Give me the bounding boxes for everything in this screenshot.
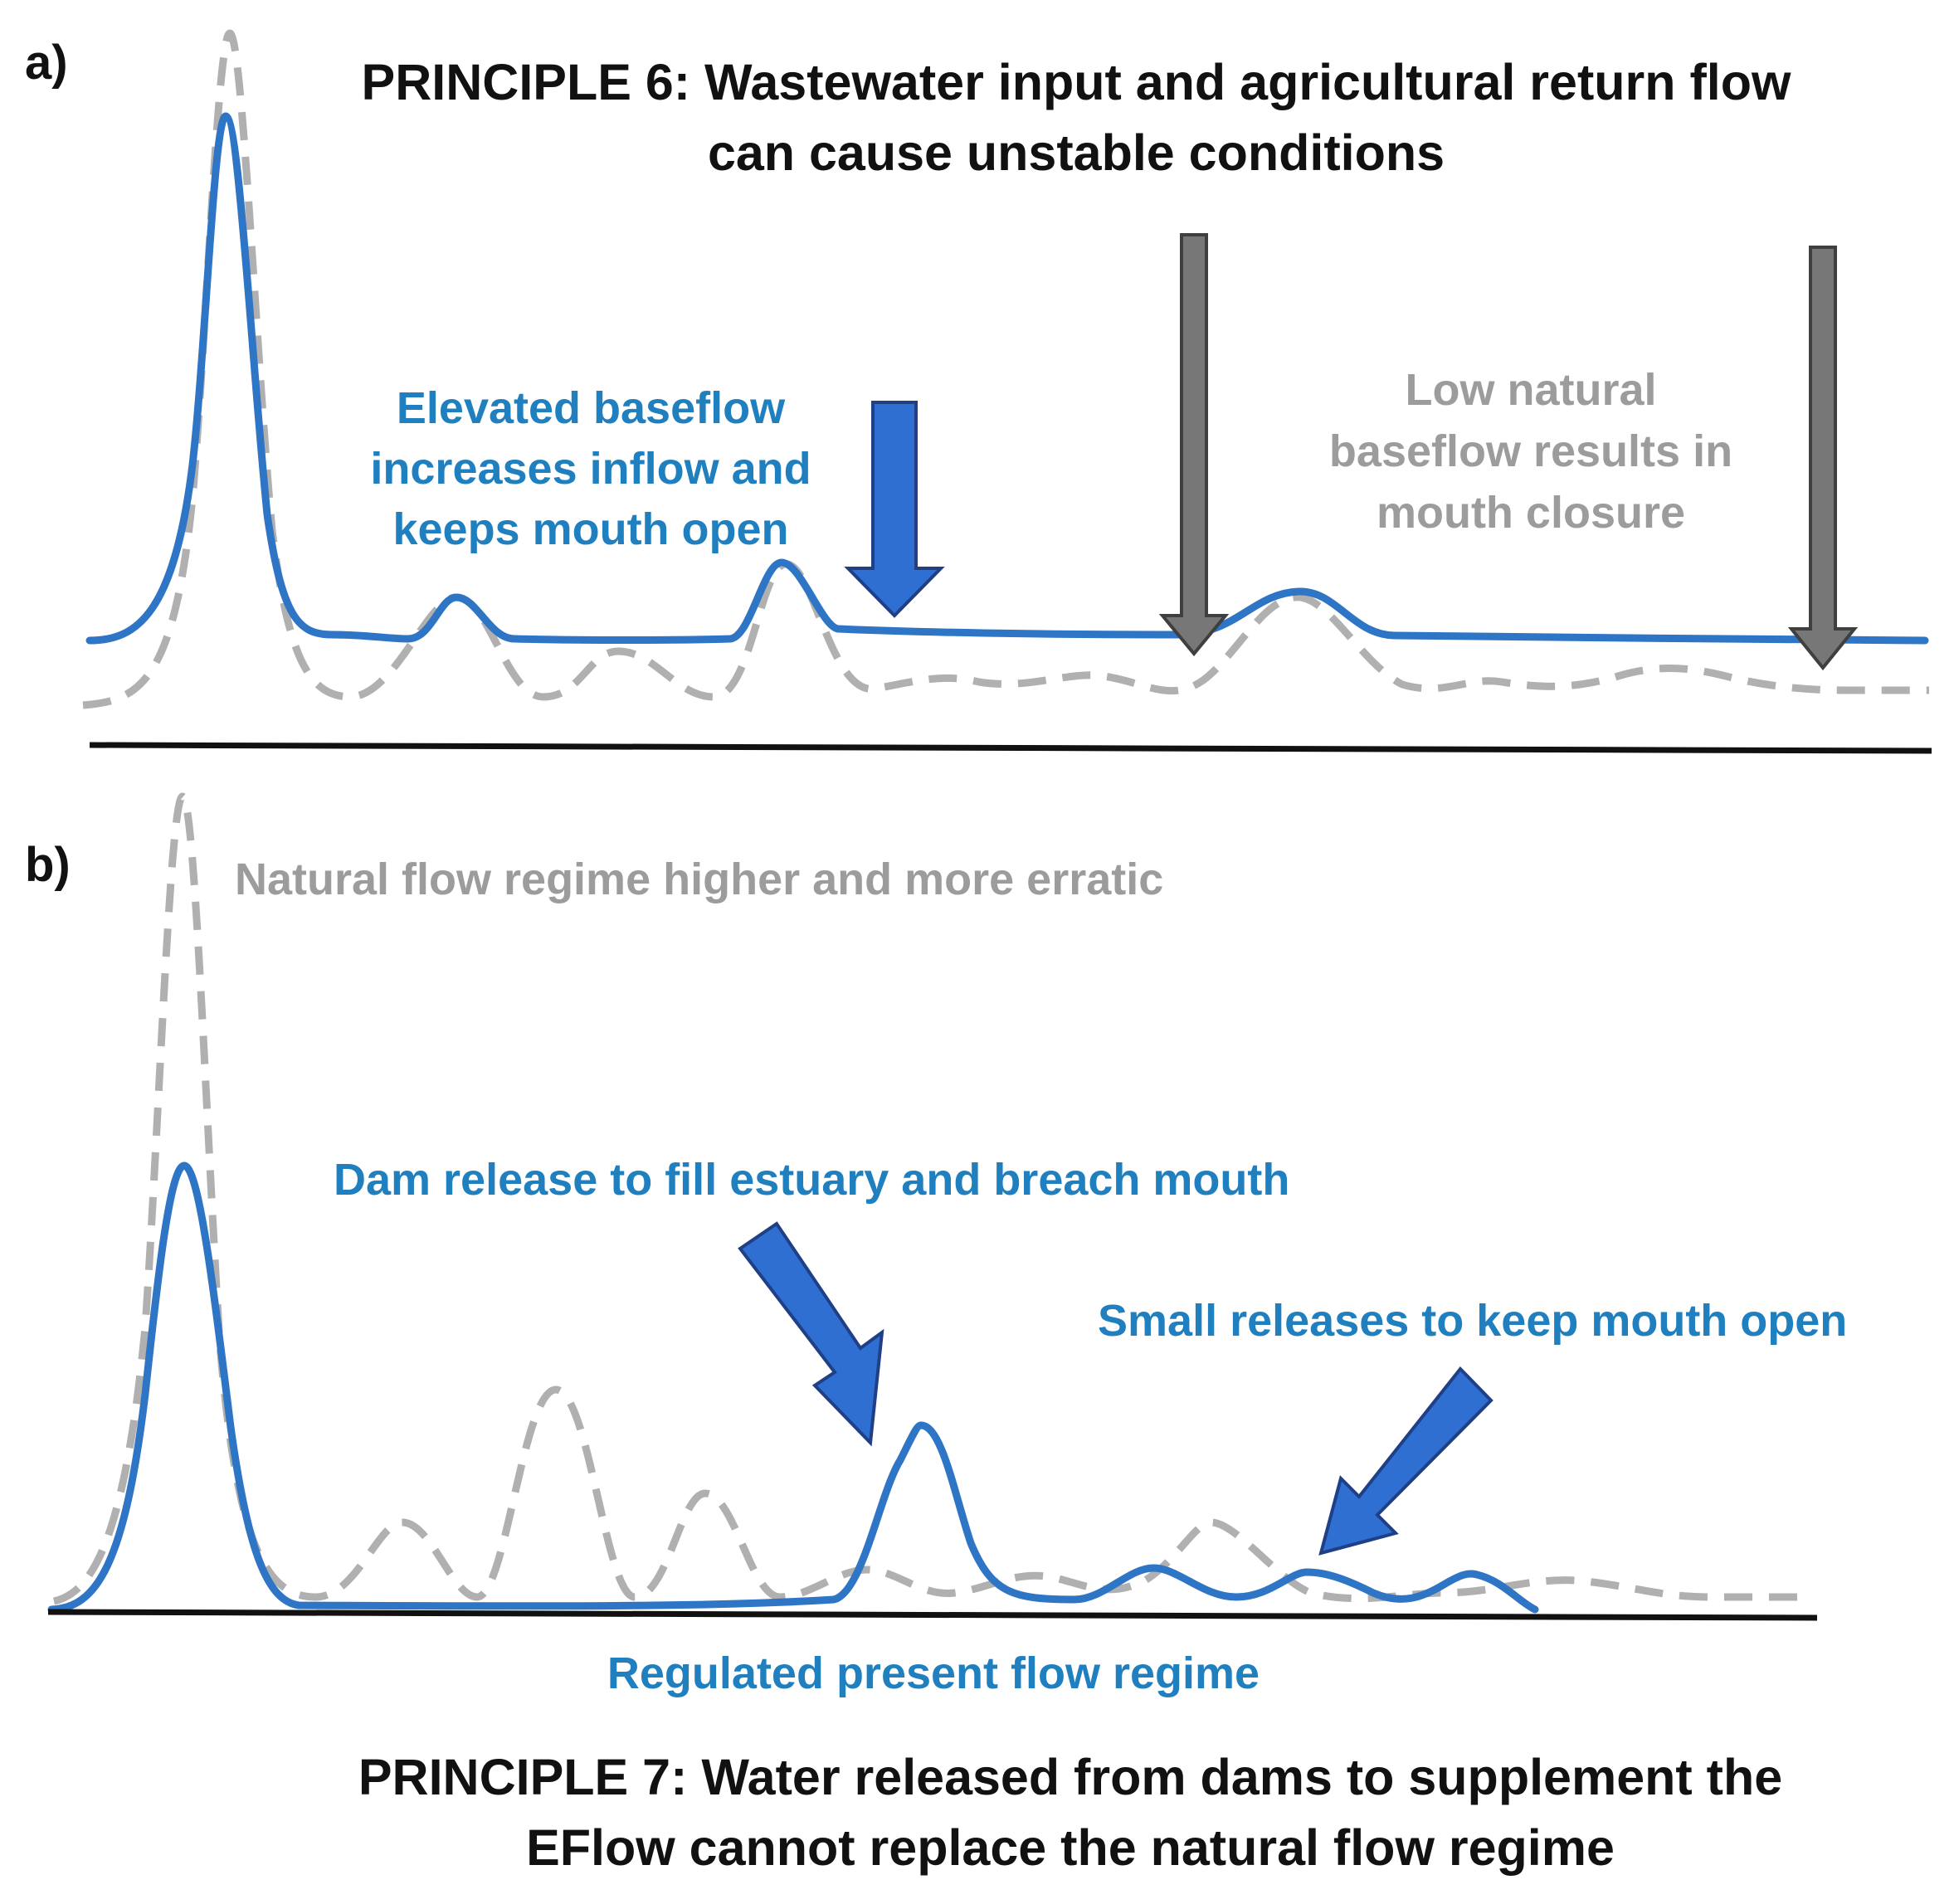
panel-b-present-flow-line [47,1161,1539,1614]
panel-b: b) Natural flow regime higher and more e… [25,792,1847,1876]
low-baseflow-note-line-1: Low natural [1405,365,1656,415]
panel-b-natural-flow-line [52,792,1809,1605]
regulated-flow-label: Regulated present flow regime [607,1648,1260,1698]
dam-release-note: Dam release to fill estuary and breach m… [334,1155,1289,1205]
panel-a-axis-line [89,742,1932,754]
panel-a-label: a) [25,36,68,90]
panel-b-label: b) [25,838,71,892]
low-baseflow-note-line-2: baseflow results in [1329,426,1732,476]
small-releases-arrow [1318,1366,1494,1556]
principle-7-line-2: EFlow cannot replace the natural flow re… [526,1819,1615,1876]
small-releases-note: Small releases to keep mouth open [1098,1296,1847,1346]
panel-a-present-flow-line [85,112,1929,645]
principle-7-line-1: PRINCIPLE 7: Water released from dams to… [358,1749,1782,1805]
principle-6-line-1: PRINCIPLE 6: Wastewater input and agricu… [362,54,1791,110]
mouth-closure-arrow-1 [1158,233,1230,657]
mouth-closure-arrow-2 [1787,246,1859,671]
elevated-baseflow-note-line-2: increases inflow and [370,444,811,494]
low-baseflow-note-line-3: mouth closure [1377,488,1685,538]
elevated-baseflow-arrow [844,401,945,618]
natural-flow-note: Natural flow regime higher and more erra… [235,855,1163,904]
panel-a-natural-flow-line [82,29,1929,709]
panel-b-axis-line [47,1609,1818,1621]
elevated-baseflow-note-line-1: Elevated baseflow [397,383,786,433]
principle-6-line-2: can cause unstable conditions [708,124,1445,181]
dam-release-arrow [738,1221,884,1447]
panel-a: a) PRINCIPLE 6: Wastewater input and agr… [25,29,1932,754]
elevated-baseflow-note-line-3: keeps mouth open [392,504,788,554]
